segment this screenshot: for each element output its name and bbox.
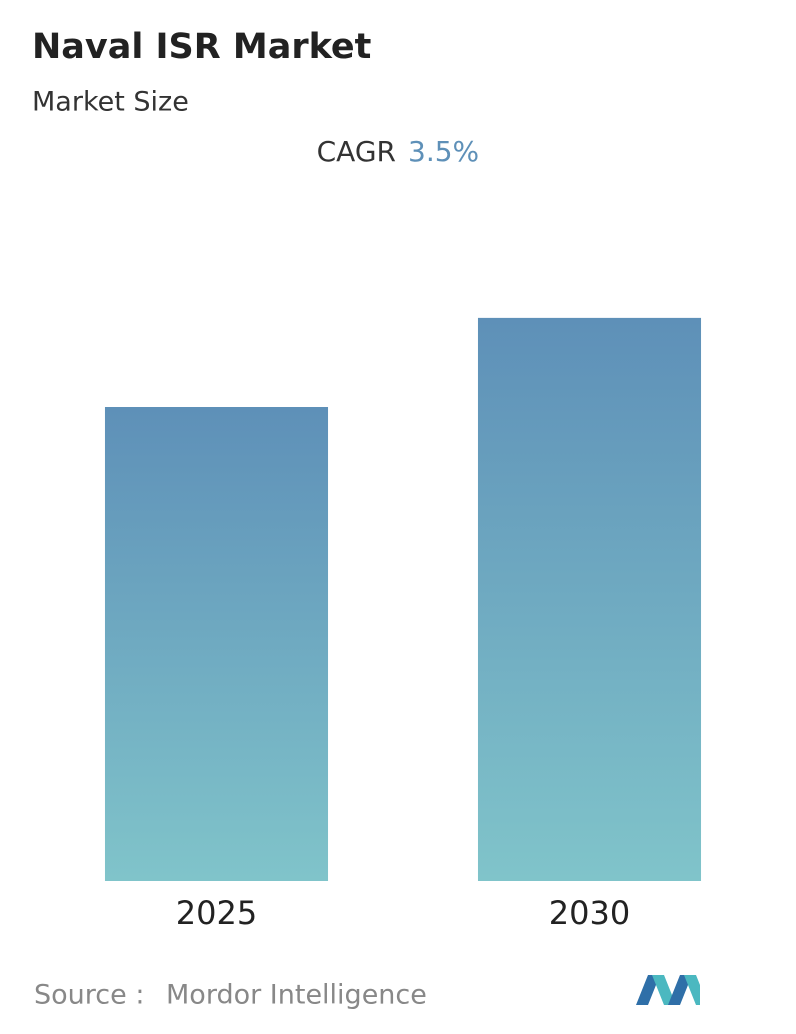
cagr-label: CAGR xyxy=(317,135,396,168)
bar xyxy=(104,407,329,881)
chart-subtitle: Market Size xyxy=(32,87,189,118)
x-tick-label: 2025 xyxy=(176,894,257,932)
chart-title: Naval ISR Market xyxy=(32,27,371,67)
logo xyxy=(636,975,700,1005)
cagr-value: 3.5% xyxy=(408,135,479,168)
source-label: Source : xyxy=(34,980,144,1011)
x-tick-label: 2030 xyxy=(549,894,630,932)
source-name: Mordor Intelligence xyxy=(166,980,427,1011)
bar xyxy=(477,317,702,881)
